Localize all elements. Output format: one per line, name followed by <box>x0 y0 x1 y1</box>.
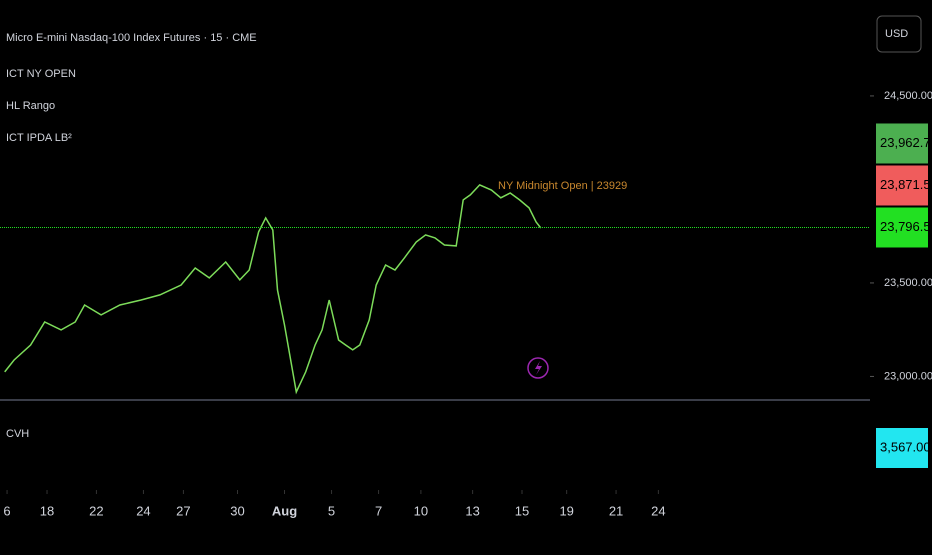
x-tick-label: Aug <box>272 503 297 518</box>
chart-title: Micro E-mini Nasdaq-100 Index Futures · … <box>6 32 257 44</box>
x-tick-label: 13 <box>465 503 479 518</box>
event-icon[interactable] <box>527 357 549 379</box>
event-icon-bolt <box>535 361 542 375</box>
currency-label[interactable]: USD <box>885 28 908 40</box>
volume-tag-label: 3,567.00 <box>880 439 931 454</box>
volume-tag <box>876 428 928 468</box>
indicator-label: HL Rango <box>6 100 55 112</box>
x-tick-label: 22 <box>89 503 103 518</box>
x-tick-label: 15 <box>515 503 529 518</box>
x-tick-label: 24 <box>136 503 150 518</box>
price-tag <box>876 207 928 248</box>
x-tick-label: 5 <box>328 503 335 518</box>
y-tick-label: 23,000.00 <box>884 370 932 382</box>
price-tag <box>876 165 928 206</box>
x-tick-label: 7 <box>375 503 382 518</box>
x-tick-label: 21 <box>609 503 623 518</box>
indicator-label: ICT NY OPEN <box>6 68 76 80</box>
x-tick-label: 10 <box>414 503 428 518</box>
price-line <box>4 184 542 395</box>
price-tag-label: 23,962.75 <box>880 135 932 150</box>
y-tick-label: 23,500.00 <box>884 277 932 289</box>
currency-button[interactable] <box>876 15 922 53</box>
x-tick-label: 30 <box>230 503 244 518</box>
price-tag <box>876 123 928 164</box>
x-tick-label: 19 <box>559 503 573 518</box>
x-tick-label: 27 <box>176 503 190 518</box>
x-tick-label: 18 <box>40 503 54 518</box>
annotation: NY Midnight Open | 23929 <box>498 180 627 192</box>
x-tick-label: 6 <box>3 503 10 518</box>
price-tag-label: 23,871.50 <box>880 177 932 192</box>
x-tick-label: 24 <box>651 503 665 518</box>
indicator-label: ICT IPDA LB² <box>6 132 72 144</box>
price-tag-label: 23,796.50 <box>880 219 932 234</box>
volume-label: CVH <box>6 428 29 440</box>
y-tick-label: 24,500.00 <box>884 90 932 102</box>
